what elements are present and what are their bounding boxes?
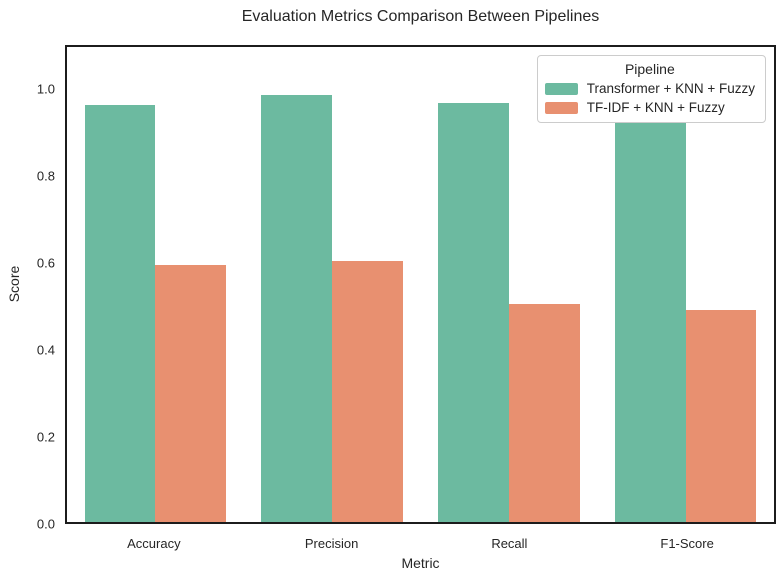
legend-label: TF-IDF + KNN + Fuzzy	[586, 100, 725, 115]
legend-entry: TF-IDF + KNN + Fuzzy	[544, 100, 755, 115]
y-axis-ticks: 0.0 0.2 0.4 0.6 0.8 1.0	[0, 45, 55, 531]
bar-precision-series0	[261, 94, 333, 522]
plot-area	[65, 45, 776, 524]
x-axis-ticks: Accuracy Precision Recall F1-Score	[65, 532, 776, 552]
bar-accuracy-series1	[155, 265, 227, 522]
legend: Pipeline Transformer + KNN + Fuzzy TF-IDF…	[536, 55, 766, 123]
y-axis-tick-label: 1.0	[36, 81, 55, 97]
x-axis-tick-label: Recall	[491, 536, 528, 551]
legend-swatch-series1	[544, 101, 578, 114]
x-axis-tick-label: F1-Score	[660, 536, 714, 551]
y-axis-title: Score	[6, 265, 22, 303]
legend-label: Transformer + KNN + Fuzzy	[586, 81, 755, 96]
bar-recall-series0	[438, 103, 509, 522]
bar-accuracy-series0	[84, 105, 156, 522]
y-axis-tick-label: 0.4	[36, 342, 55, 358]
bar-f1-score-series0	[614, 122, 686, 522]
y-axis-tick-label: 0.8	[36, 168, 55, 184]
bar-f1-score-series1	[685, 310, 757, 522]
legend-entry: Transformer + KNN + Fuzzy	[544, 81, 755, 96]
bar-recall-series1	[508, 303, 580, 522]
x-axis-tick-label: Accuracy	[127, 536, 181, 551]
y-axis-tick-label: 0.2	[36, 429, 55, 445]
legend-title: Pipeline	[624, 61, 675, 77]
chart-title: Evaluation Metrics Comparison Between Pi…	[241, 8, 600, 25]
x-axis-tick-label: Precision	[304, 536, 359, 551]
x-axis-title: Metric	[401, 555, 440, 571]
bar-precision-series1	[332, 260, 403, 522]
legend-swatch-series0	[544, 82, 578, 95]
y-axis-tick-label: 0.6	[36, 255, 55, 271]
y-axis-tick-label: 0.0	[36, 516, 55, 532]
legend-entries: Transformer + KNN + Fuzzy TF-IDF + KNN + …	[544, 81, 755, 115]
